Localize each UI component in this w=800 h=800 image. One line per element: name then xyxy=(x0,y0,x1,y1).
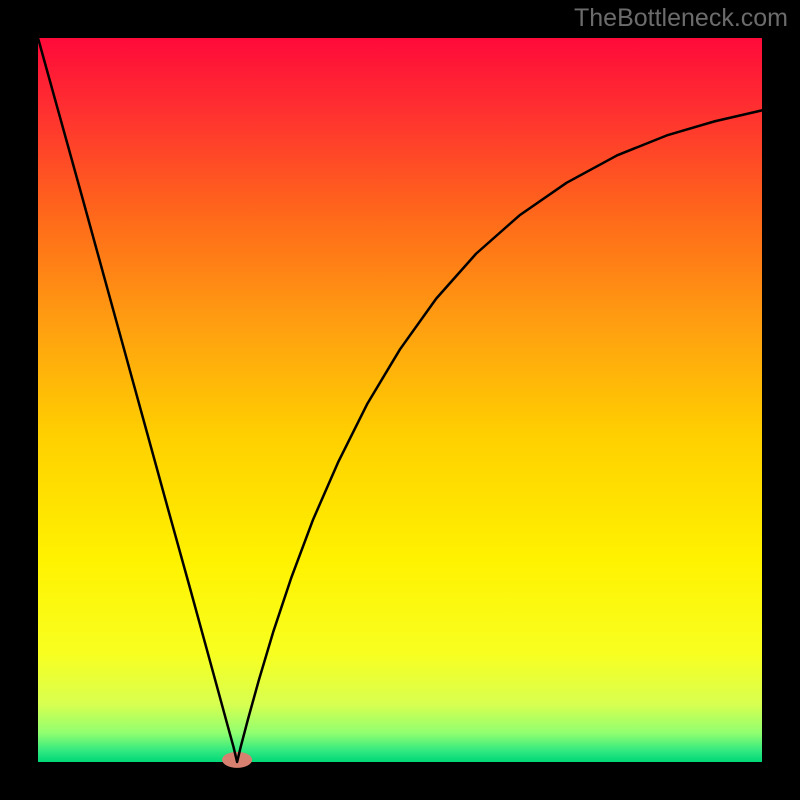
plot-background xyxy=(38,38,762,762)
bottleneck-chart xyxy=(0,0,800,800)
chart-container: TheBottleneck.com xyxy=(0,0,800,800)
watermark-text: TheBottleneck.com xyxy=(574,4,788,33)
